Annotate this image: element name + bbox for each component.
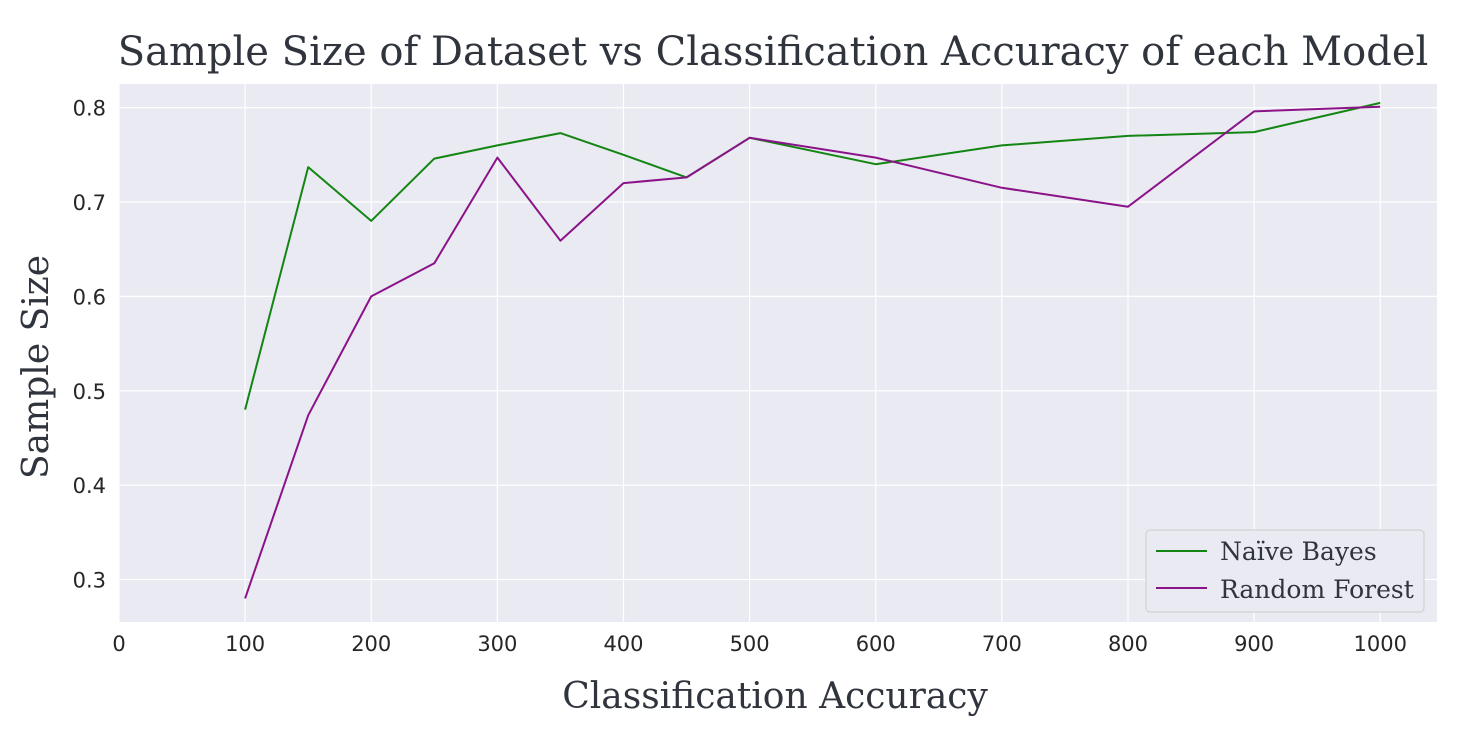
y-tick-label: 0.6 <box>73 285 106 309</box>
x-tick-label: 1000 <box>1354 632 1407 656</box>
y-tick-label: 0.7 <box>73 191 106 215</box>
x-tick-label: 100 <box>225 632 265 656</box>
y-axis-label: Sample Size <box>16 255 57 479</box>
y-tick-label: 0.3 <box>73 569 106 593</box>
legend-box <box>1145 529 1425 613</box>
chart-title: Sample Size of Dataset vs Classification… <box>118 29 1429 75</box>
x-tick-label: 500 <box>730 632 770 656</box>
legend-label-random-forest: Random Forest <box>1220 575 1414 604</box>
x-tick-label: 400 <box>603 632 643 656</box>
x-tick-label: 700 <box>982 632 1022 656</box>
x-tick-label: 800 <box>1108 632 1148 656</box>
series-lines <box>244 101 1381 599</box>
tick-labels: 0 100 200 300 400 500 600 700 800 900 1000 0.3 0.4 0.… <box>73 97 1407 656</box>
x-tick-label: 300 <box>477 632 517 656</box>
y-tick-label: 0.4 <box>73 474 106 498</box>
x-tick-label: 200 <box>351 632 391 656</box>
x-tick-label: 900 <box>1234 632 1274 656</box>
y-tick-label: 0.5 <box>73 380 106 404</box>
series-line-random-forest <box>244 105 1381 599</box>
x-axis-label: Classification Accuracy <box>562 676 988 717</box>
grid <box>118 84 1437 622</box>
y-tick-label: 0.8 <box>73 97 106 121</box>
x-tick-label: 0 <box>112 632 125 656</box>
legend: Naïve Bayes Random Forest <box>1145 529 1425 613</box>
legend-label-naive-bayes: Naïve Bayes <box>1220 537 1377 566</box>
series-line-naive-bayes <box>244 101 1381 410</box>
x-tick-label: 600 <box>856 632 896 656</box>
